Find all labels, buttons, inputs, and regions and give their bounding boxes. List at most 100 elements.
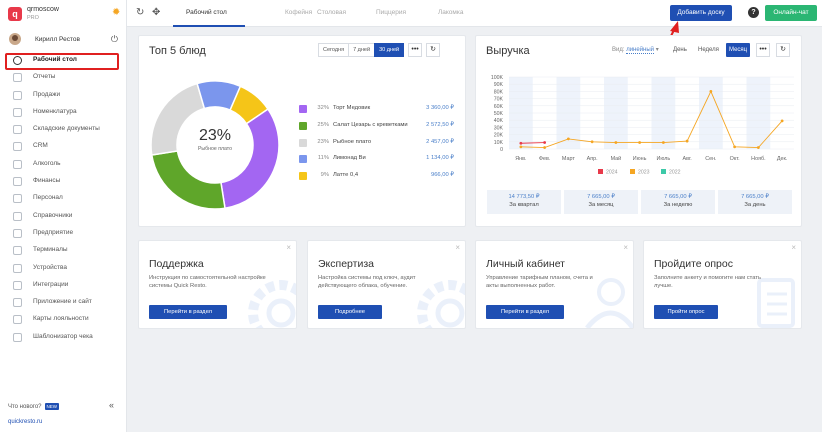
top5-card: Топ 5 блюд Сегодня 7 дней 30 дней ••• ↻ … — [138, 35, 466, 227]
sidebar-item-label: Складские документы — [33, 125, 100, 133]
data-point[interactable] — [709, 90, 713, 93]
sidebar-item-9[interactable]: Справочники — [0, 208, 127, 225]
refresh-icon[interactable]: ↻ — [776, 43, 790, 57]
data-point[interactable] — [733, 145, 737, 149]
sidebar-item-label: Устройства — [33, 263, 68, 271]
x-tick-label: Сен. — [705, 156, 716, 162]
period-month-tab[interactable]: Месяц — [726, 43, 751, 57]
x-tick-label: Янв. — [515, 156, 526, 162]
legend-swatch — [598, 169, 603, 174]
legend-swatch — [630, 169, 635, 174]
survey-button[interactable]: Пройти опрос — [654, 305, 718, 319]
sales-icon — [13, 90, 22, 100]
data-point[interactable] — [685, 139, 689, 143]
sidebar-item-15[interactable]: Карты лояльности — [0, 311, 127, 328]
data-point[interactable] — [780, 119, 784, 123]
sidebar-item-11[interactable]: Терминалы — [0, 242, 127, 259]
sun-icon[interactable]: ✹ — [112, 7, 121, 18]
more-icon[interactable]: ••• — [408, 43, 423, 57]
donut-slice[interactable] — [220, 107, 280, 210]
data-point[interactable] — [543, 141, 547, 144]
close-icon[interactable]: × — [791, 243, 796, 252]
data-point[interactable] — [638, 141, 642, 144]
whats-new-link[interactable]: Что нового? NEW — [8, 403, 60, 410]
sidebar-item-8[interactable]: Персонал — [0, 190, 127, 207]
sidebar-item-6[interactable]: Алкоголь — [0, 156, 127, 173]
close-icon[interactable]: × — [286, 243, 291, 252]
sidebar-item-4[interactable]: Складские документы — [0, 121, 127, 138]
sidebar-item-label: Алкоголь — [33, 159, 61, 167]
period-30-days-button[interactable]: 30 дней — [374, 43, 405, 57]
sidebar-item-12[interactable]: Устройства — [0, 260, 127, 277]
site-link[interactable]: quickresto.ru — [8, 419, 43, 425]
data-point[interactable] — [756, 146, 760, 149]
brand[interactable]: q qrmoscow PRO ✹ — [8, 6, 122, 22]
warehouse-icon — [13, 125, 22, 135]
data-point[interactable] — [661, 141, 665, 144]
donut-slice[interactable] — [150, 150, 226, 210]
close-icon[interactable]: × — [455, 243, 460, 252]
data-point[interactable] — [590, 140, 594, 144]
legend-pct: 32% — [317, 105, 329, 111]
legend-swatch — [299, 121, 307, 130]
legend-label: 2023 — [638, 170, 650, 176]
power-icon[interactable]: ⏻ — [110, 34, 118, 44]
online-chat-button[interactable]: Онлайн-чат — [765, 5, 817, 21]
alcohol-icon — [13, 159, 22, 169]
more-icon[interactable]: ••• — [756, 43, 770, 57]
collapse-sidebar-icon[interactable]: « — [109, 400, 115, 410]
expertise-desc: Настройка системы под ключ, аудит действ… — [318, 275, 416, 289]
sidebar-item-3[interactable]: Номенклатура — [0, 104, 127, 121]
cabinet-button[interactable]: Перейти в раздел — [486, 305, 564, 319]
view-value: линейный — [626, 47, 655, 54]
sidebar-item-16[interactable]: Шаблонизатор чека — [0, 329, 127, 346]
add-board-button[interactable]: Добавить доску — [670, 5, 732, 21]
nomenclature-icon — [13, 107, 22, 117]
tab-desktop[interactable]: Рабочий стол — [186, 9, 227, 16]
refresh-icon[interactable]: ↻ — [426, 43, 441, 57]
view-label: Вид: — [612, 47, 625, 53]
data-point[interactable] — [543, 146, 547, 149]
legend-swatch — [299, 155, 307, 164]
close-icon[interactable]: × — [623, 243, 628, 252]
donut-center-pct: 23% — [198, 127, 232, 144]
sidebar-item-1[interactable]: Отчеты — [0, 69, 127, 86]
sidebar-item-13[interactable]: Интеграции — [0, 277, 127, 294]
stat-week-label: За неделю — [663, 202, 693, 208]
data-point[interactable] — [614, 141, 618, 144]
tab-pizzeria[interactable]: Пиццерия — [376, 9, 407, 16]
tab-canteen[interactable]: Столовая — [317, 9, 347, 16]
help-icon[interactable]: ? — [748, 7, 759, 18]
period-week-tab[interactable]: Неделя — [698, 47, 719, 53]
expertise-button[interactable]: Подробнее — [318, 305, 382, 319]
period-today-button[interactable]: Сегодня — [318, 43, 350, 57]
data-point[interactable] — [519, 145, 523, 149]
donut-slice[interactable] — [229, 85, 269, 125]
user-profile[interactable]: Кирилл Рестов ⏻ — [8, 33, 122, 47]
tab-coffee[interactable]: Кофейня — [285, 9, 313, 16]
refresh-icon[interactable]: ↻ — [136, 7, 145, 18]
sidebar-item-10[interactable]: Предприятие — [0, 225, 127, 242]
period-7-days-button[interactable]: 7 дней — [348, 43, 376, 57]
sidebar-item-0[interactable]: Рабочий стол — [0, 52, 127, 69]
y-tick-label: 90K — [494, 82, 504, 88]
top5-donut-chart — [150, 80, 280, 210]
sidebar-item-14[interactable]: Приложение и сайт — [0, 294, 127, 311]
support-button[interactable]: Перейти в раздел — [149, 305, 227, 319]
brand-plan: PRO — [27, 15, 39, 21]
data-point[interactable] — [519, 141, 523, 145]
legend-name: Торт Медовик — [333, 105, 371, 111]
period-day-tab[interactable]: День — [673, 47, 687, 53]
sidebar-item-7[interactable]: Финансы — [0, 173, 127, 190]
sidebar-item-5[interactable]: CRM — [0, 138, 127, 155]
legend-value: 966,00 ₽ — [430, 172, 454, 179]
move-icon[interactable]: ✥ — [152, 7, 161, 18]
y-tick-label: 80K — [494, 89, 504, 95]
sidebar-item-2[interactable]: Продажи — [0, 87, 127, 104]
view-selector[interactable]: Вид: линейный ▾ — [612, 46, 659, 54]
terminal-icon — [13, 246, 22, 256]
tab-lakomka[interactable]: Лакомка — [438, 9, 464, 16]
data-point[interactable] — [566, 137, 570, 141]
stat-day-label: За день — [744, 202, 766, 208]
